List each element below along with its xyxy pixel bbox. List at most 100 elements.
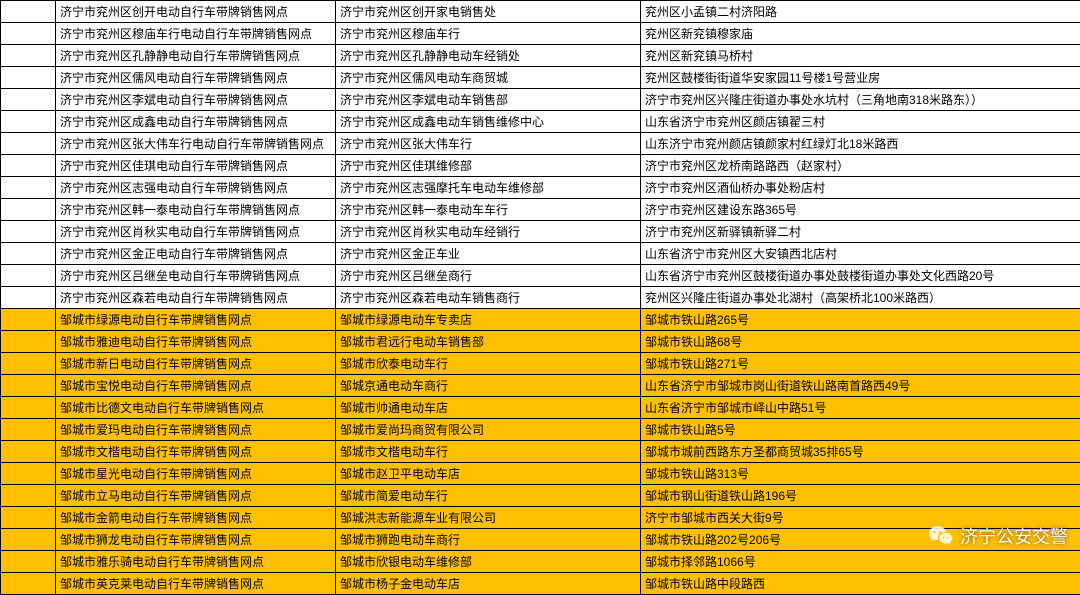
table-cell: 济宁市兖州区新驿镇新驿二村 — [641, 221, 1080, 243]
table-cell: 济宁市兖州区创开家电销售处 — [336, 1, 641, 23]
table-cell: 邹城市欣泰电动车行 — [336, 353, 641, 375]
table-cell: 山东济宁市兖州颜店镇颜家村红绿灯北18米路西 — [641, 133, 1080, 155]
table-row: 邹城市新日电动自行车带牌销售网点邹城市欣泰电动车行邹城市铁山路271号 — [1, 353, 1080, 375]
table-cell: 邹城市立马电动自行车带牌销售网点 — [56, 485, 336, 507]
table-cell — [1, 441, 56, 463]
table-cell: 邹城市雅乐骑电动自行车带牌销售网点 — [56, 551, 336, 573]
table-cell — [1, 353, 56, 375]
table-cell: 济宁市兖州区儒风电动车商贸城 — [336, 67, 641, 89]
table-cell: 济宁市兖州区酒仙桥办事处粉店村 — [641, 177, 1080, 199]
table-cell: 邹城市金箭电动自行车带牌销售网点 — [56, 507, 336, 529]
table-cell: 邹城市文楷电动车行 — [336, 441, 641, 463]
table-cell: 邹城市英克莱电动自行车带牌销售网点 — [56, 573, 336, 595]
table-cell — [1, 243, 56, 265]
table-cell: 济宁市兖州区建设东路365号 — [641, 199, 1080, 221]
table-cell: 山东省济宁市兖州区大安镇西北店村 — [641, 243, 1080, 265]
table-cell — [1, 397, 56, 419]
table-cell: 济宁市兖州区森若电动车销售商行 — [336, 287, 641, 309]
table-row: 济宁市兖州区穆庙车行电动自行车带牌销售网点济宁市兖州区穆庙车行兖州区新兖镇穆家庙 — [1, 23, 1080, 45]
table-row: 邹城市文楷电动自行车带牌销售网点邹城市文楷电动车行邹城市城前西路东方圣都商贸城3… — [1, 441, 1080, 463]
table-cell: 济宁市兖州区成鑫电动自行车带牌销售网点 — [56, 111, 336, 133]
table-cell: 兖州区鼓楼街街道华安家园11号楼1号营业房 — [641, 67, 1080, 89]
table-row: 邹城市爱玛电动自行车带牌销售网点邹城市爱尚玛商贸有限公司邹城市铁山路5号 — [1, 419, 1080, 441]
table-cell — [1, 287, 56, 309]
table-cell: 邹城市铁山路271号 — [641, 353, 1080, 375]
table-row: 邹城市狮龙电动自行车带牌销售网点邹城市狮跑电动车商行邹城市铁山路202号206号 — [1, 529, 1080, 551]
table-row: 济宁市兖州区志强电动自行车带牌销售网点济宁市兖州区志强摩托车电动车维修部济宁市兖… — [1, 177, 1080, 199]
table-cell: 邹城市雅迪电动自行车带牌销售网点 — [56, 331, 336, 353]
table-cell: 邹城市狮跑电动车商行 — [336, 529, 641, 551]
table-row: 济宁市兖州区张大伟车行电动自行车带牌销售网点济宁市兖州区张大伟车行山东济宁市兖州… — [1, 133, 1080, 155]
table-cell: 山东省济宁市兖州区颜店镇翟三村 — [641, 111, 1080, 133]
table-cell: 济宁市兖州区吕继垒商行 — [336, 265, 641, 287]
table-cell — [1, 155, 56, 177]
table-cell — [1, 463, 56, 485]
table-row: 邹城市英克莱电动自行车带牌销售网点邹城市杨子金电动车店邹城市铁山路中段路西 — [1, 573, 1080, 595]
table-cell: 济宁市兖州区肖秋实电动自行车带牌销售网点 — [56, 221, 336, 243]
table-row: 济宁市兖州区森若电动自行车带牌销售网点济宁市兖州区森若电动车销售商行兖州区兴隆庄… — [1, 287, 1080, 309]
table-cell: 兖州区新兖镇穆家庙 — [641, 23, 1080, 45]
table-cell: 邹城京通电动车商行 — [336, 375, 641, 397]
table-cell — [1, 67, 56, 89]
table-cell — [1, 265, 56, 287]
table-row: 济宁市兖州区孔静静电动自行车带牌销售网点济宁市兖州区孔静静电动车经销处兖州区新兖… — [1, 45, 1080, 67]
table-cell — [1, 573, 56, 595]
table-cell: 济宁市兖州区孔静静电动车经销处 — [336, 45, 641, 67]
table-cell: 山东省济宁市邹城市岗山街道铁山路南首路西49号 — [641, 375, 1080, 397]
table-cell: 济宁市兖州区穆庙车行 — [336, 23, 641, 45]
table-cell: 邹城市铁山路68号 — [641, 331, 1080, 353]
table-cell: 邹城市铁山路265号 — [641, 309, 1080, 331]
table-cell — [1, 375, 56, 397]
table-cell: 兖州区新兖镇马桥村 — [641, 45, 1080, 67]
table-cell: 济宁市兖州区韩一泰电动自行车带牌销售网点 — [56, 199, 336, 221]
table-cell: 济宁市兖州区兴隆庄街道办事处水坑村（三角地南318米路东）） — [641, 89, 1080, 111]
table-cell: 济宁市兖州区张大伟车行电动自行车带牌销售网点 — [56, 133, 336, 155]
table-cell: 济宁市兖州区佳琪维修部 — [336, 155, 641, 177]
table-row: 邹城市宝悦电动自行车带牌销售网点邹城京通电动车商行山东省济宁市邹城市岗山街道铁山… — [1, 375, 1080, 397]
table-cell: 济宁市兖州区李斌电动车销售部 — [336, 89, 641, 111]
table-cell: 济宁市兖州区儒风电动自行车带牌销售网点 — [56, 67, 336, 89]
table-row: 济宁市兖州区佳琪电动自行车带牌销售网点济宁市兖州区佳琪维修部济宁市兖州区龙桥南路… — [1, 155, 1080, 177]
table-cell: 济宁市兖州区创开电动自行车带牌销售网点 — [56, 1, 336, 23]
table-cell: 兖州区兴隆庄街道办事处北湖村（高架桥北100米路西） — [641, 287, 1080, 309]
table-row: 济宁市兖州区创开电动自行车带牌销售网点济宁市兖州区创开家电销售处兖州区小孟镇二村… — [1, 1, 1080, 23]
table-cell — [1, 221, 56, 243]
table-cell: 济宁市兖州区成鑫电动车销售维修中心 — [336, 111, 641, 133]
table-cell: 邹城市宝悦电动自行车带牌销售网点 — [56, 375, 336, 397]
table-cell: 邹城市绿源电动自行车带牌销售网点 — [56, 309, 336, 331]
table-cell: 邹城市杨子金电动车店 — [336, 573, 641, 595]
table-cell — [1, 419, 56, 441]
table-cell: 济宁市兖州区李斌电动自行车带牌销售网点 — [56, 89, 336, 111]
table-row: 邹城市星光电动自行车带牌销售网点邹城市赵卫平电动车店邹城市铁山路313号 — [1, 463, 1080, 485]
table-cell: 济宁市兖州区韩一泰电动车车行 — [336, 199, 641, 221]
table-cell — [1, 177, 56, 199]
table-cell: 邹城市铁山路313号 — [641, 463, 1080, 485]
table-cell: 济宁市兖州区孔静静电动自行车带牌销售网点 — [56, 45, 336, 67]
table-cell: 邹城市钢山街道铁山路196号 — [641, 485, 1080, 507]
table-cell — [1, 45, 56, 67]
table-cell: 济宁市邹城市西关大街9号 — [641, 507, 1080, 529]
table-cell: 邹城市城前西路东方圣都商贸城35排65号 — [641, 441, 1080, 463]
table-cell — [1, 199, 56, 221]
table-cell — [1, 23, 56, 45]
table-row: 济宁市兖州区金正电动自行车带牌销售网点济宁市兖州区金正车业山东省济宁市兖州区大安… — [1, 243, 1080, 265]
table-row: 济宁市兖州区李斌电动自行车带牌销售网点济宁市兖州区李斌电动车销售部济宁市兖州区兴… — [1, 89, 1080, 111]
table-row: 邹城市绿源电动自行车带牌销售网点邹城市绿源电动车专卖店邹城市铁山路265号 — [1, 309, 1080, 331]
table-cell: 邹城市帅通电动车店 — [336, 397, 641, 419]
table-cell: 济宁市兖州区志强电动自行车带牌销售网点 — [56, 177, 336, 199]
table-cell: 邹城市欣银电动车维修部 — [336, 551, 641, 573]
table-cell: 济宁市兖州区森若电动自行车带牌销售网点 — [56, 287, 336, 309]
table-cell: 邹城市赵卫平电动车店 — [336, 463, 641, 485]
table-cell: 邹城市简爱电动车行 — [336, 485, 641, 507]
table-row: 邹城市雅乐骑电动自行车带牌销售网点邹城市欣银电动车维修部邹城市择邻路1066号 — [1, 551, 1080, 573]
table-row: 邹城市雅迪电动自行车带牌销售网点邹城市君远行电动车销售部邹城市铁山路68号 — [1, 331, 1080, 353]
table-cell: 济宁市兖州区张大伟车行 — [336, 133, 641, 155]
table-cell: 邹城市铁山路202号206号 — [641, 529, 1080, 551]
table-cell: 济宁市兖州区龙桥南路路西（赵家村） — [641, 155, 1080, 177]
table-row: 济宁市兖州区成鑫电动自行车带牌销售网点济宁市兖州区成鑫电动车销售维修中心山东省济… — [1, 111, 1080, 133]
table-cell — [1, 111, 56, 133]
table-cell: 邹城市绿源电动车专卖店 — [336, 309, 641, 331]
table-cell: 邹城市狮龙电动自行车带牌销售网点 — [56, 529, 336, 551]
sales-points-table: 济宁市兖州区创开电动自行车带牌销售网点济宁市兖州区创开家电销售处兖州区小孟镇二村… — [0, 0, 1080, 595]
table-row: 邹城市金箭电动自行车带牌销售网点邹城洪志新能源车业有限公司济宁市邹城市西关大街9… — [1, 507, 1080, 529]
